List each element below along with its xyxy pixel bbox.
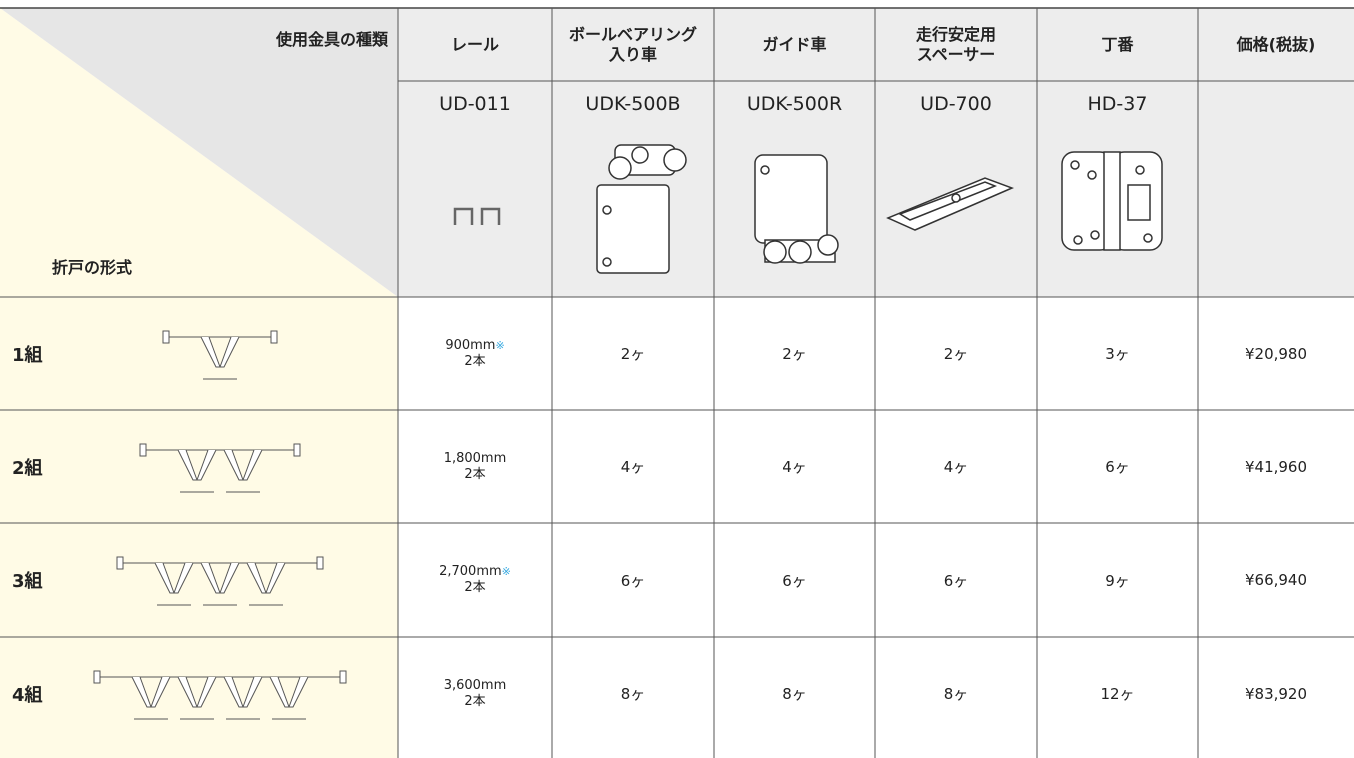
product-code: HD-37: [1087, 93, 1148, 115]
row-label: 1組: [12, 344, 43, 366]
rail-count: 2本: [464, 693, 486, 709]
price: ¥41,960: [1244, 457, 1308, 476]
corner-upper: [0, 8, 398, 297]
door-diagram: [200, 336, 240, 368]
rail-length: 1,800mm: [444, 451, 507, 467]
door-diagram: [200, 562, 240, 594]
rail-cell: 3,600mm 2本: [398, 637, 552, 750]
door-diagram: [177, 449, 217, 481]
quantity: 6ヶ: [943, 571, 969, 590]
column-name: ボールベアリング 入り車: [552, 8, 714, 81]
rail-length-value: 2,700mm: [439, 564, 502, 579]
door-diagram: [162, 330, 170, 344]
column-name: 走行安定用 スペーサー: [875, 8, 1037, 81]
rail-cell: 900mm※ 2本: [398, 297, 552, 410]
footnote-mark: ※: [501, 565, 511, 578]
quantity: 3ヶ: [1105, 345, 1130, 363]
door-diagram: [93, 670, 101, 684]
quantity: 6ヶ: [620, 571, 646, 590]
quantity: 8ヶ: [782, 685, 807, 703]
rail-length-value: 1,800mm: [443, 450, 507, 466]
price: ¥20,980: [1244, 344, 1308, 363]
column-name: 価格(税抜): [1198, 8, 1354, 81]
quantity: 2ヶ: [782, 345, 807, 363]
column-name-line: 走行安定用: [915, 24, 996, 44]
door-diagram: [293, 443, 301, 457]
door-diagram: [269, 676, 309, 708]
door-diagram: [246, 562, 286, 594]
guide-icon: [754, 154, 839, 264]
rail-length-value: 3,600mm: [443, 677, 507, 693]
quantity: 8ヶ: [943, 685, 969, 703]
door-diagram: [116, 556, 124, 570]
header-bg: [398, 8, 1354, 297]
column-name-line: 価格(税抜): [1236, 34, 1316, 54]
quantity: 4ヶ: [620, 458, 646, 476]
rail-length: 3,600mm: [444, 678, 507, 694]
rail-length: 2,700mm※: [439, 564, 511, 580]
column-name: レール: [398, 8, 552, 81]
door-diagram: [223, 676, 263, 708]
rail-cell: 2,700mm※ 2本: [398, 523, 552, 637]
door-diagram: [316, 556, 324, 570]
door-diagram: [139, 443, 147, 457]
rail-cell: 1,800mm 2本: [398, 410, 552, 523]
quantity: 12ヶ: [1100, 685, 1135, 703]
rail-length-value: 900mm: [445, 337, 496, 353]
product-code: UD-700: [920, 93, 992, 115]
column-name-line: ガイド車: [762, 34, 827, 54]
quantity: 4ヶ: [943, 458, 969, 476]
door-diagram: [154, 562, 194, 594]
door-diagram: [223, 449, 263, 481]
product-code: UD-011: [439, 93, 511, 115]
rail-count: 2本: [464, 580, 486, 595]
door-diagram: [131, 676, 171, 708]
rail-count: 2本: [464, 353, 486, 369]
product-code: UDK-500B: [585, 93, 681, 115]
quantity: 8ヶ: [620, 685, 646, 703]
quantity: 4ヶ: [782, 458, 807, 476]
row-label: 4組: [12, 684, 43, 706]
door-diagram: [270, 330, 278, 344]
column-name-line: スペーサー: [916, 44, 996, 64]
quantity: 2ヶ: [620, 345, 646, 363]
footnote-mark: ※: [495, 338, 505, 352]
quantity: 6ヶ: [782, 571, 807, 590]
column-name-line: 入り車: [608, 44, 657, 64]
rail-count: 2本: [464, 466, 486, 482]
hardware-label: 使用金具の種類: [275, 30, 388, 49]
bearing-icon: [596, 144, 687, 274]
quantity: 6ヶ: [1105, 458, 1130, 476]
rail-icon: [453, 207, 501, 225]
door-diagram: [177, 676, 217, 708]
row-label: 2組: [12, 457, 43, 479]
product-code: UDK-500R: [746, 93, 843, 115]
row-label: 3組: [12, 571, 43, 592]
price: ¥83,920: [1244, 684, 1308, 703]
door-label: 折戸の形式: [52, 258, 133, 277]
column-name: ガイド車: [714, 8, 875, 81]
row-header-bg: [0, 297, 398, 758]
hinge-icon: [1061, 151, 1163, 251]
door-diagram: [339, 670, 347, 684]
price: ¥66,940: [1244, 571, 1308, 589]
quantity: 2ヶ: [943, 345, 969, 363]
rail-length: 900mm※: [445, 338, 504, 354]
column-name-line: ボールベアリング: [568, 24, 697, 44]
column-name-line: レール: [450, 34, 499, 54]
column-name: 丁番: [1037, 8, 1198, 81]
quantity: 9ヶ: [1105, 571, 1130, 590]
column-name-line: 丁番: [1101, 34, 1134, 54]
spacer-icon: [886, 177, 1015, 231]
